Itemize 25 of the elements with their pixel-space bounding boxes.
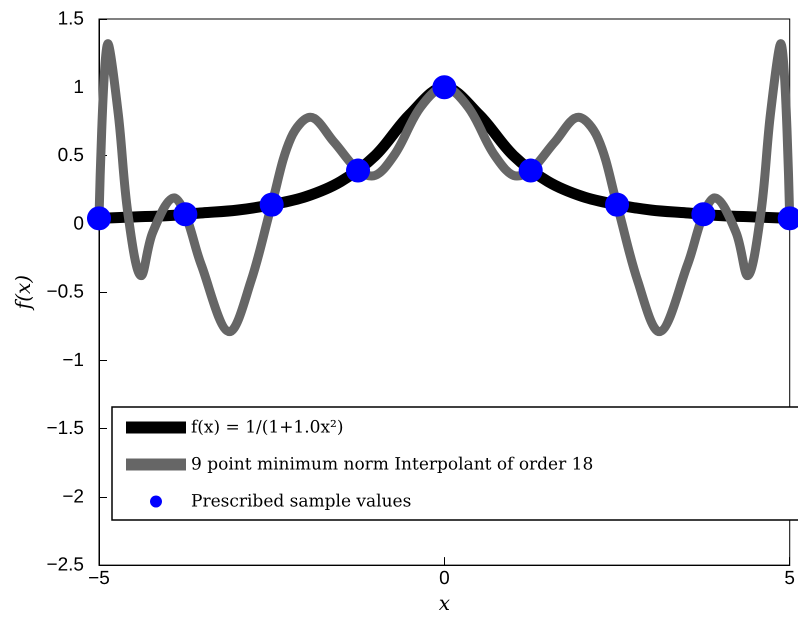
x-tick-label: −5 (88, 568, 110, 590)
point (260, 192, 284, 217)
legend-label: f(x) = 1/(1+1.0x²) (191, 418, 344, 438)
y-tick-label: 0 (73, 213, 84, 234)
legend-label: 9 point minimum norm Interpolant of order 18 (191, 454, 594, 474)
y-tick-label: −1 (62, 350, 84, 371)
y-tick-label: 1.5 (58, 8, 84, 30)
point (691, 202, 716, 226)
y-tick-label: −0.5 (46, 282, 84, 303)
x-tick-label: 5 (784, 568, 796, 590)
point (605, 192, 630, 217)
x-tick-label: 0 (439, 568, 450, 590)
y-tick-label: −1.5 (46, 418, 84, 440)
y-tick-label: 0.5 (58, 145, 84, 166)
y-tick-label: −2 (62, 486, 84, 508)
legend-label: Prescribed sample values (191, 492, 412, 512)
x-axis-title: x (438, 591, 450, 615)
point (346, 158, 370, 183)
y-axis-title: f(x) (11, 274, 35, 312)
point (87, 206, 111, 230)
point (432, 75, 456, 100)
y-tick-label: −2.5 (46, 554, 84, 576)
y-tick-label: 1 (73, 76, 84, 98)
point (173, 202, 198, 226)
point (518, 158, 543, 183)
